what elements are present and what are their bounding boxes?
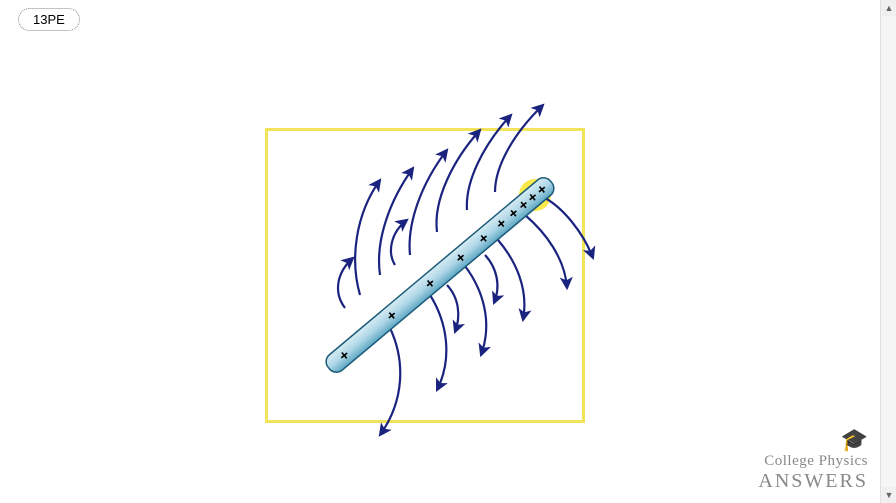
scroll-down-button[interactable]: ▼ <box>881 487 896 503</box>
electric-field-diagram: + + + + + + + + + + <box>215 60 635 470</box>
scrollbar[interactable]: ▲ ▼ <box>880 0 896 503</box>
brand-logo: 🎓 College Physics ANSWERS <box>758 427 868 493</box>
scroll-up-button[interactable]: ▲ <box>881 0 896 16</box>
field-lines <box>338 105 593 435</box>
logo-line2: ANSWERS <box>758 470 868 493</box>
logo-line1: College Physics <box>758 453 868 470</box>
graduation-cap-icon: 🎓 <box>758 427 868 453</box>
problem-tag-label: 13PE <box>33 12 65 27</box>
problem-tag: 13PE <box>18 8 80 31</box>
charged-rod: + + + + + + + + + + <box>322 174 557 376</box>
